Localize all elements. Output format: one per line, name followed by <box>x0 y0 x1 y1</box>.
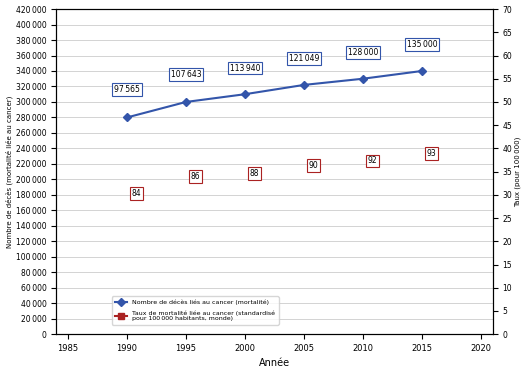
Nombre de décès liés au cancer (mortalité) <box>301 83 307 87</box>
Text: 93: 93 <box>426 149 436 158</box>
Legend: Nombre de décès liés au cancer (mortalité), Taux de mortalité liée au cancer (st: Nombre de décès liés au cancer (mortalit… <box>112 297 279 325</box>
Y-axis label: Taux (pour 100 000): Taux (pour 100 000) <box>515 137 521 207</box>
Nombre de décès liés au cancer (mortalité) <box>419 69 425 73</box>
Text: 92: 92 <box>367 156 377 165</box>
Text: 135 000: 135 000 <box>407 40 437 49</box>
Nombre de décès liés au cancer (mortalité) <box>242 92 248 96</box>
Text: 84: 84 <box>132 189 141 198</box>
Text: 86: 86 <box>191 172 200 181</box>
Nombre de décès liés au cancer (mortalité) <box>183 100 189 104</box>
Nombre de décès liés au cancer (mortalité) <box>124 115 130 120</box>
Text: 128 000: 128 000 <box>348 48 378 57</box>
Text: 113 940: 113 940 <box>230 64 260 73</box>
Text: 88: 88 <box>250 169 259 178</box>
Y-axis label: Nombre de décès (mortalité liée au cancer): Nombre de décès (mortalité liée au cance… <box>6 95 13 248</box>
X-axis label: Année: Année <box>259 358 290 368</box>
Text: 97 565: 97 565 <box>114 85 140 94</box>
Line: Nombre de décès liés au cancer (mortalité): Nombre de décès liés au cancer (mortalit… <box>124 68 425 120</box>
Text: 90: 90 <box>308 161 318 170</box>
Text: 107 643: 107 643 <box>171 70 201 79</box>
Text: 121 049: 121 049 <box>289 54 319 63</box>
Nombre de décès liés au cancer (mortalité) <box>360 76 366 81</box>
